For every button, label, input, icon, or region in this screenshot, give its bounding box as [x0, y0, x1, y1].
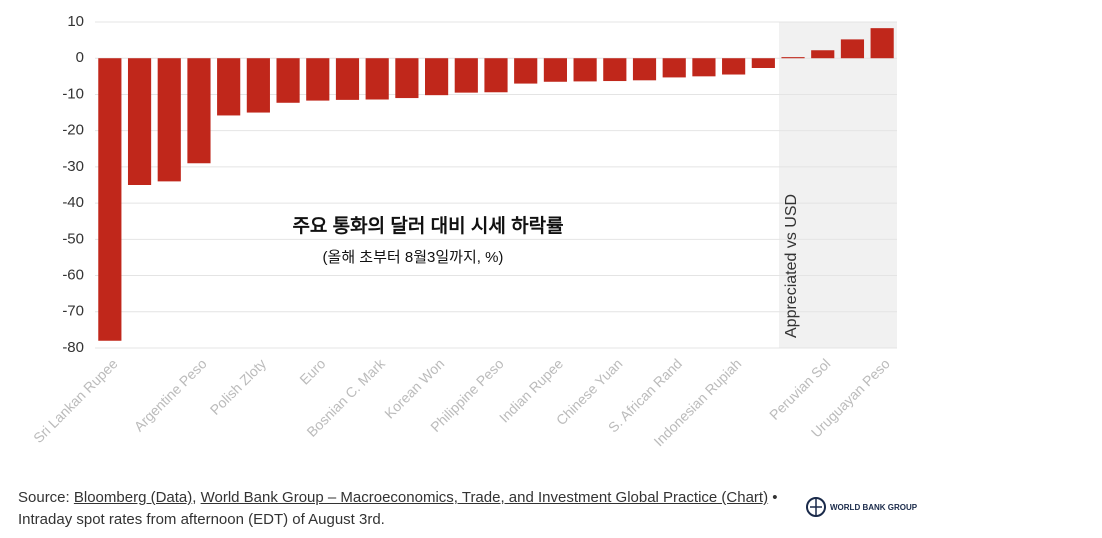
x-tick-label: Argentine Peso [131, 355, 210, 434]
bar [662, 58, 686, 78]
source-link[interactable]: World Bank Group – Macroeconomics, Trade… [200, 489, 769, 506]
bar [840, 39, 865, 59]
source-prefix: Source: [18, 489, 70, 506]
bar [187, 58, 211, 164]
bar [127, 58, 152, 185]
x-tick-label: Korean Won [381, 355, 447, 421]
bar [98, 58, 122, 341]
x-tick-label: Sri Lankan Rupee [30, 355, 121, 446]
chart-subtitle: (올해 초부터 8월3일까지, %) [323, 249, 504, 266]
annotation: Appreciated vs USD [783, 194, 800, 338]
bar [781, 57, 805, 59]
bar [157, 58, 181, 182]
bar [514, 58, 538, 84]
y-tick-label: -10 [62, 85, 84, 102]
bar [543, 58, 567, 82]
bar [306, 58, 330, 101]
bar [722, 58, 746, 75]
bar [603, 58, 627, 82]
y-tick-label: 10 [67, 13, 84, 30]
bar [246, 58, 270, 113]
source-note: • Intraday spot rates from afternoon (ED… [18, 489, 778, 528]
logo-icon [806, 497, 826, 517]
x-tick-label: Polish Zloty [207, 355, 269, 417]
y-tick-label: -20 [62, 122, 84, 139]
y-tick-label: -70 [62, 303, 84, 320]
y-tick-label: -80 [62, 339, 84, 356]
y-tick-label: -60 [62, 267, 84, 284]
footer: Source: Bloomberg (Data), World Bank Gro… [18, 487, 788, 531]
x-tick-label: Euro [296, 355, 328, 387]
bar [811, 50, 835, 59]
source-link[interactable]: Bloomberg (Data) [73, 489, 193, 506]
chart-title: 주요 통화의 달러 대비 시세 하락률 [292, 215, 563, 237]
y-tick-label: -30 [62, 158, 84, 175]
bar [751, 58, 775, 69]
bar [217, 58, 241, 116]
bar [454, 58, 478, 93]
logo-text: WORLD BANK GROUP [830, 502, 918, 512]
bar [276, 58, 300, 103]
logo: WORLD BANK GROUP [806, 497, 917, 517]
bar [395, 58, 419, 99]
bar [484, 58, 508, 93]
bar [870, 28, 894, 59]
y-tick-label: -40 [62, 194, 84, 211]
separator: , [192, 489, 197, 506]
bar [632, 58, 657, 81]
highlight-region [779, 22, 897, 348]
y-tick-label: 0 [76, 49, 84, 66]
y-tick-label: -50 [62, 230, 84, 247]
bar [365, 58, 389, 100]
bar [425, 58, 449, 96]
bar [573, 58, 597, 82]
bar [692, 58, 716, 77]
bar [335, 58, 360, 100]
